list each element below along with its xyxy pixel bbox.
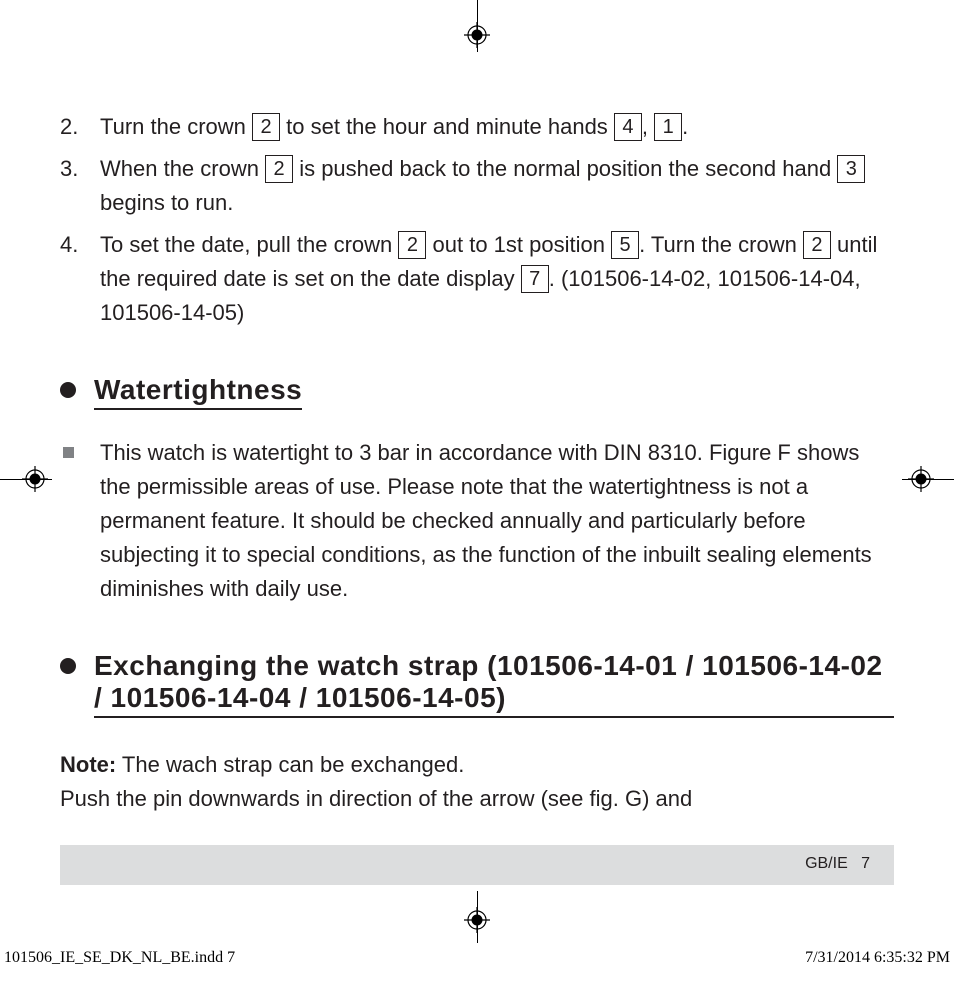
section-watertightness: Watertightness — [60, 374, 894, 410]
section-strap: Exchanging the watch strap (101506-14-01… — [60, 650, 894, 718]
slugline: 101506_IE_SE_DK_NL_BE.indd 7 7/31/2014 6… — [4, 949, 950, 967]
reference-box: 2 — [803, 231, 831, 259]
trim-mark — [477, 0, 478, 52]
reference-box: 5 — [611, 231, 639, 259]
footer-locale: GB/IE — [805, 855, 848, 872]
footer-bar: GB/IE 7 — [60, 845, 894, 885]
instruction-body: Turn the crown 2 to set the hour and min… — [100, 110, 688, 144]
instruction-item: 4.To set the date, pull the crown 2 out … — [60, 228, 894, 330]
heading-watertightness: Watertightness — [94, 374, 302, 410]
note-line2: Push the pin downwards in direction of t… — [60, 786, 692, 811]
watertightness-item: This watch is watertight to 3 bar in acc… — [60, 436, 894, 606]
strap-note: Note: The wach strap can be exchanged. P… — [60, 748, 894, 816]
bullet-icon — [60, 658, 76, 674]
heading-strap: Exchanging the watch strap (101506-14-01… — [94, 650, 894, 718]
slug-file: 101506_IE_SE_DK_NL_BE.indd 7 — [4, 949, 235, 966]
bullet-icon — [60, 382, 76, 398]
reference-box: 2 — [265, 155, 293, 183]
reference-box: 3 — [837, 155, 865, 183]
page-content: 2.Turn the crown 2 to set the hour and m… — [60, 110, 894, 816]
reference-box: 2 — [252, 113, 280, 141]
instruction-item: 2.Turn the crown 2 to set the hour and m… — [60, 110, 894, 144]
slug-stamp: 7/31/2014 6:35:32 PM — [805, 949, 950, 967]
instruction-item: 3.When the crown 2 is pushed back to the… — [60, 152, 894, 220]
trim-mark — [0, 479, 52, 480]
trim-mark — [477, 891, 478, 943]
note-body: The wach strap can be exchanged. — [116, 752, 464, 777]
instruction-body: To set the date, pull the crown 2 out to… — [100, 228, 894, 330]
footer-pagenum: 7 — [861, 855, 870, 872]
instruction-number: 2. — [60, 110, 100, 144]
reference-box: 1 — [654, 113, 682, 141]
instruction-list: 2.Turn the crown 2 to set the hour and m… — [60, 110, 894, 330]
instruction-number: 4. — [60, 228, 100, 330]
trim-mark — [902, 479, 954, 480]
instruction-number: 3. — [60, 152, 100, 220]
footer-page: GB/IE 7 — [805, 855, 870, 873]
square-bullet-icon — [63, 447, 74, 458]
reference-box: 2 — [398, 231, 426, 259]
instruction-body: When the crown 2 is pushed back to the n… — [100, 152, 894, 220]
note-label: Note: — [60, 752, 116, 777]
watertightness-body: This watch is watertight to 3 bar in acc… — [100, 436, 894, 606]
reference-box: 7 — [521, 265, 549, 293]
reference-box: 4 — [614, 113, 642, 141]
